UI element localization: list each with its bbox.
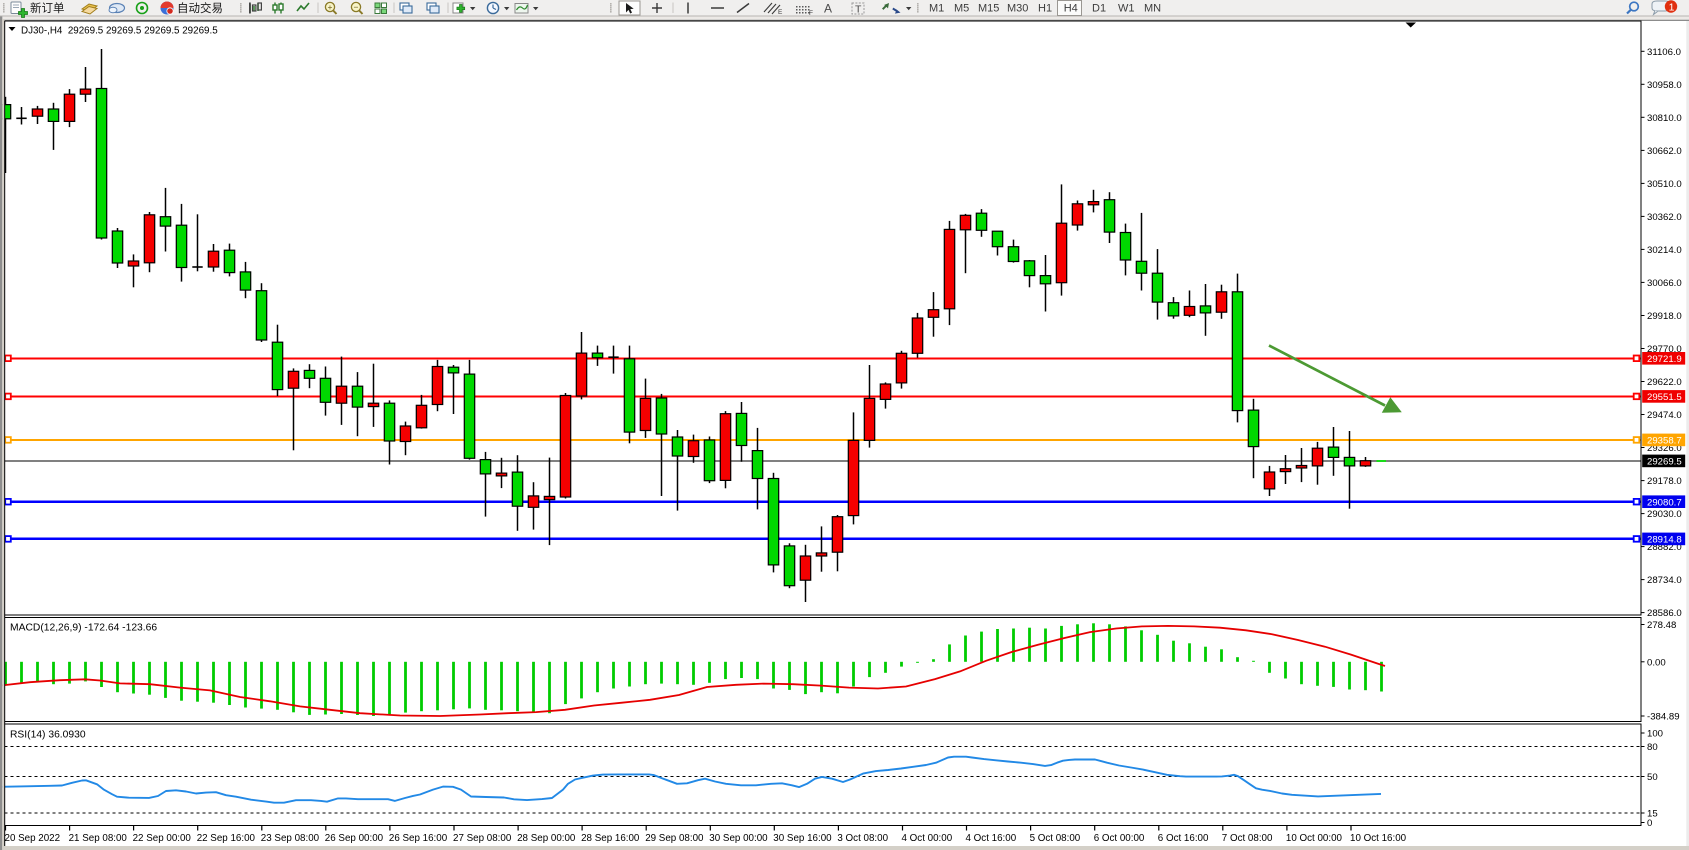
svg-text:29770.0: 29770.0	[1647, 344, 1682, 355]
svg-text:10 Oct 16:00: 10 Oct 16:00	[1350, 833, 1407, 844]
svg-text:30510.0: 30510.0	[1647, 179, 1682, 190]
svg-text:30066.0: 30066.0	[1647, 278, 1682, 289]
svg-text:29178.0: 29178.0	[1647, 476, 1682, 487]
svg-text:30362.0: 30362.0	[1647, 212, 1682, 223]
svg-text:1: 1	[1669, 2, 1675, 14]
svg-text:29551.5: 29551.5	[1647, 392, 1682, 403]
svg-text:H4: H4	[1064, 3, 1078, 15]
svg-text:27 Sep 08:00: 27 Sep 08:00	[453, 833, 512, 844]
svg-text:3 Oct 08:00: 3 Oct 08:00	[837, 833, 888, 844]
svg-text:23 Sep 08:00: 23 Sep 08:00	[261, 833, 320, 844]
svg-text:RSI(14) 36.0930: RSI(14) 36.0930	[10, 730, 86, 741]
svg-text:278.48: 278.48	[1647, 620, 1676, 631]
svg-text:10 Oct 00:00: 10 Oct 00:00	[1286, 833, 1343, 844]
svg-text:0: 0	[1647, 818, 1652, 829]
svg-text:30810.0: 30810.0	[1647, 113, 1682, 124]
svg-text:22 Sep 00:00: 22 Sep 00:00	[133, 833, 192, 844]
svg-text:T: T	[855, 4, 862, 16]
svg-text:20 Sep 2022: 20 Sep 2022	[5, 833, 61, 844]
svg-text:29474.0: 29474.0	[1647, 410, 1682, 421]
svg-text:4 Oct 00:00: 4 Oct 00:00	[902, 833, 953, 844]
svg-text:+: +	[328, 2, 333, 12]
svg-text:M30: M30	[1007, 3, 1028, 15]
svg-text:28 Sep 00:00: 28 Sep 00:00	[517, 833, 576, 844]
svg-text:26 Sep 16:00: 26 Sep 16:00	[389, 833, 448, 844]
svg-text:29918.0: 29918.0	[1647, 311, 1682, 322]
svg-text:29622.0: 29622.0	[1647, 377, 1682, 388]
svg-text:A: A	[824, 2, 832, 16]
svg-text:22 Sep 16:00: 22 Sep 16:00	[197, 833, 256, 844]
svg-text:30662.0: 30662.0	[1647, 146, 1682, 157]
svg-text:28882.0: 28882.0	[1647, 542, 1682, 553]
svg-text:E: E	[778, 9, 783, 16]
svg-text:21 Sep 08:00: 21 Sep 08:00	[69, 833, 128, 844]
svg-text:29326.0: 29326.0	[1647, 443, 1682, 454]
svg-text:29030.0: 29030.0	[1647, 509, 1682, 520]
svg-text:5 Oct 08:00: 5 Oct 08:00	[1030, 833, 1081, 844]
svg-text:15: 15	[1647, 809, 1658, 820]
svg-text:30 Sep 00:00: 30 Sep 00:00	[709, 833, 768, 844]
svg-text:29358.7: 29358.7	[1647, 436, 1682, 447]
svg-text:28734.0: 28734.0	[1647, 575, 1682, 586]
svg-text:31106.0: 31106.0	[1647, 47, 1681, 58]
svg-text:H1: H1	[1038, 3, 1052, 15]
svg-text:28 Sep 16:00: 28 Sep 16:00	[581, 833, 640, 844]
svg-text:6 Oct 16:00: 6 Oct 16:00	[1158, 833, 1209, 844]
svg-text:28914.8: 28914.8	[1647, 535, 1682, 546]
svg-text:DJ30-,H4 29269.5 29269.5 2926: DJ30-,H4 29269.5 29269.5 29269.5 29269.5	[21, 26, 218, 37]
svg-text:W1: W1	[1118, 3, 1135, 15]
svg-text:D1: D1	[1092, 3, 1106, 15]
svg-text:7 Oct 08:00: 7 Oct 08:00	[1222, 833, 1273, 844]
svg-text:F: F	[809, 10, 813, 17]
svg-text:新订单: 新订单	[30, 1, 65, 15]
svg-text:29721.9: 29721.9	[1647, 354, 1682, 365]
svg-text:−: −	[354, 2, 359, 12]
svg-text:26 Sep 00:00: 26 Sep 00:00	[325, 833, 384, 844]
svg-text:0.00: 0.00	[1647, 657, 1666, 668]
svg-text:M15: M15	[978, 3, 999, 15]
svg-text:30214.0: 30214.0	[1647, 245, 1682, 256]
svg-text:4 Oct 16:00: 4 Oct 16:00	[966, 833, 1017, 844]
svg-text:30 Sep 16:00: 30 Sep 16:00	[773, 833, 832, 844]
svg-text:M1: M1	[929, 3, 944, 15]
svg-text:100: 100	[1647, 729, 1663, 740]
svg-text:自动交易: 自动交易	[177, 1, 223, 15]
svg-text:M5: M5	[954, 3, 969, 15]
svg-text:29269.5: 29269.5	[1647, 457, 1682, 468]
svg-text:29080.7: 29080.7	[1647, 497, 1682, 508]
svg-text:MACD(12,26,9) -172.64 -123.66: MACD(12,26,9) -172.64 -123.66	[10, 623, 157, 634]
svg-text:-384.89: -384.89	[1647, 712, 1680, 723]
svg-text:29 Sep 08:00: 29 Sep 08:00	[645, 833, 704, 844]
svg-text:50: 50	[1647, 772, 1658, 783]
svg-text:30958.0: 30958.0	[1647, 80, 1682, 91]
svg-text:6 Oct 00:00: 6 Oct 00:00	[1094, 833, 1145, 844]
svg-text:80: 80	[1647, 742, 1658, 753]
svg-text:28586.0: 28586.0	[1647, 608, 1682, 619]
svg-text:MN: MN	[1144, 3, 1161, 15]
